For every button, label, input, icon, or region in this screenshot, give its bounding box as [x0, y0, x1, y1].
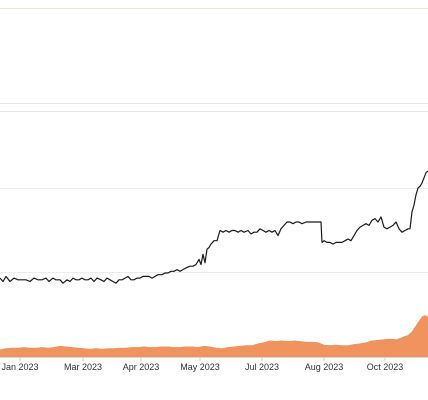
- x-tick-label-4: Jul 2023: [245, 362, 279, 372]
- x-tick-label-1: Mar 2023: [64, 362, 102, 372]
- x-tick-label-0: Jan 2023: [1, 362, 38, 372]
- x-tick-label-3: May 2023: [180, 362, 220, 372]
- price-line: [0, 170, 428, 284]
- gridlines: [0, 188, 428, 273]
- x-tick-label-5: Aug 2023: [305, 362, 344, 372]
- price-line-series: [0, 170, 428, 284]
- x-tick-label-2: Apr 2023: [123, 362, 160, 372]
- x-axis-ticks: Jan 2023 Mar 2023 Apr 2023 May 2023 Jul 2023…: [1, 357, 403, 372]
- x-tick-label-6: Oct 2023: [367, 362, 404, 372]
- volume-area: [0, 315, 428, 358]
- volume-area-series: [0, 315, 428, 358]
